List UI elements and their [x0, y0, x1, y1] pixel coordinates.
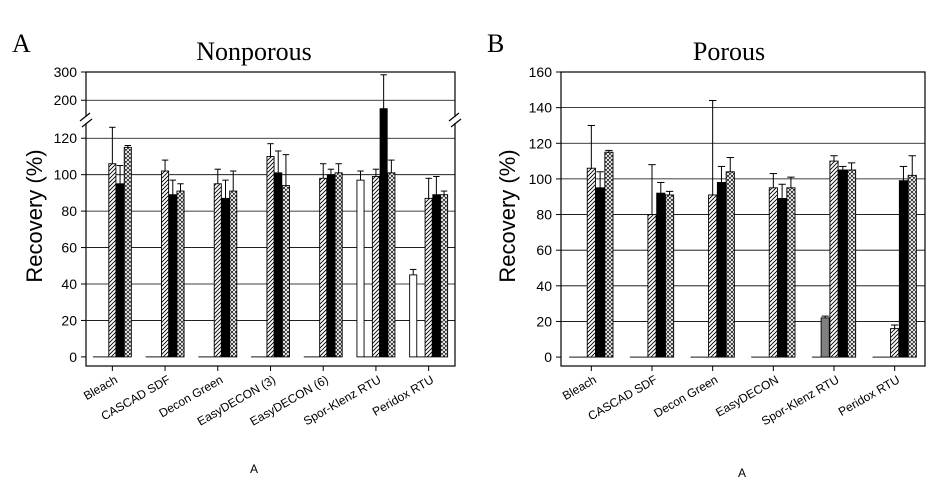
x-tick-label: Bleach [560, 372, 599, 402]
bar [108, 163, 117, 358]
bar [890, 328, 900, 358]
x-axis-label-b: A [738, 466, 746, 480]
axis-break-mark [79, 112, 91, 122]
axis-break-mark [448, 112, 460, 122]
x-axis-label-a: A [250, 462, 258, 476]
bar [409, 274, 418, 358]
bar [440, 194, 449, 358]
bar [319, 177, 328, 358]
chart-title-porous: Porous [693, 37, 765, 66]
bar [786, 187, 796, 358]
x-tick-label: Decon Green [651, 372, 720, 420]
bar [326, 174, 335, 358]
bar [838, 169, 848, 358]
bar [379, 108, 388, 358]
y-tick-label: 40 [61, 276, 77, 292]
chart-title-nonporous: Nonporous [196, 37, 312, 66]
y-tick-label: 20 [61, 312, 77, 328]
y-tick-label: 0 [69, 349, 77, 365]
y-tick-label: 120 [54, 130, 78, 146]
y-tick-label: 60 [61, 240, 77, 256]
axes-b [556, 71, 926, 371]
y-tick-label: 80 [61, 203, 77, 219]
panel-letter-b: B [487, 29, 504, 58]
bar [829, 160, 839, 358]
y-tick-label: 300 [54, 64, 78, 80]
y-tick-label: 100 [529, 171, 553, 187]
bar [168, 194, 177, 358]
plot-frame [560, 71, 926, 367]
y-tick-label: 80 [536, 207, 552, 223]
bar [647, 214, 657, 358]
bar [777, 198, 787, 358]
bar [768, 187, 778, 358]
plot-frame [85, 71, 456, 367]
bar [708, 194, 718, 358]
y-tick-label: 120 [529, 135, 553, 151]
bar [424, 197, 433, 358]
y-tick-label: 60 [536, 242, 552, 258]
bar [604, 151, 614, 358]
chart-panel-nonporous: A Nonporous Recovery (%) A 0 20 40 60 80 100 1… [12, 29, 462, 476]
bar [274, 172, 283, 358]
y-tick-label: 0 [544, 349, 552, 365]
chart-panel-porous: B Porous Recovery (%) A 0 20 40 60 80 100 120 1… [487, 29, 926, 480]
axis-break-gap [449, 117, 461, 123]
bar [161, 170, 170, 358]
axis-break-mark [81, 118, 93, 128]
y-tick-label: 20 [536, 313, 552, 329]
bar [586, 167, 596, 358]
y-axis-label-a: Recovery (%) [22, 149, 47, 282]
bar [716, 182, 727, 358]
bar [371, 176, 380, 358]
axes-a [79, 71, 462, 371]
bar [176, 190, 185, 358]
bar [665, 194, 675, 358]
bar [266, 155, 275, 358]
bar [123, 146, 132, 358]
bar [229, 190, 238, 358]
bar [432, 194, 441, 358]
y-tick-label: 160 [529, 64, 553, 80]
bar [221, 197, 230, 358]
y-tick-label: 140 [529, 100, 553, 116]
y-tick-label: 100 [54, 167, 78, 183]
bar [656, 192, 666, 358]
bar [387, 172, 396, 358]
y-tick-label: 40 [536, 278, 552, 294]
x-tick-label: Peridox RTU [836, 372, 902, 418]
bar [281, 185, 290, 358]
axis-break-gap [80, 117, 92, 123]
y-axis-label-b: Recovery (%) [495, 149, 520, 282]
bar [356, 179, 365, 358]
grid-b [561, 107, 925, 322]
bar [820, 317, 830, 358]
bar [898, 180, 909, 358]
bar [847, 169, 857, 358]
x-tick-label: CASCAD SDF [586, 372, 660, 423]
bar [334, 172, 343, 358]
bar [725, 171, 735, 358]
axis-break-mark [450, 118, 462, 128]
bar [116, 183, 125, 358]
x-tick-label: Bleach [81, 372, 120, 402]
bar [595, 187, 605, 358]
bars-b [569, 100, 917, 358]
bar [213, 183, 222, 358]
panel-letter-a: A [12, 29, 31, 58]
bars-a [92, 74, 449, 358]
y-tick-label: 200 [54, 92, 78, 108]
bar [907, 174, 917, 358]
